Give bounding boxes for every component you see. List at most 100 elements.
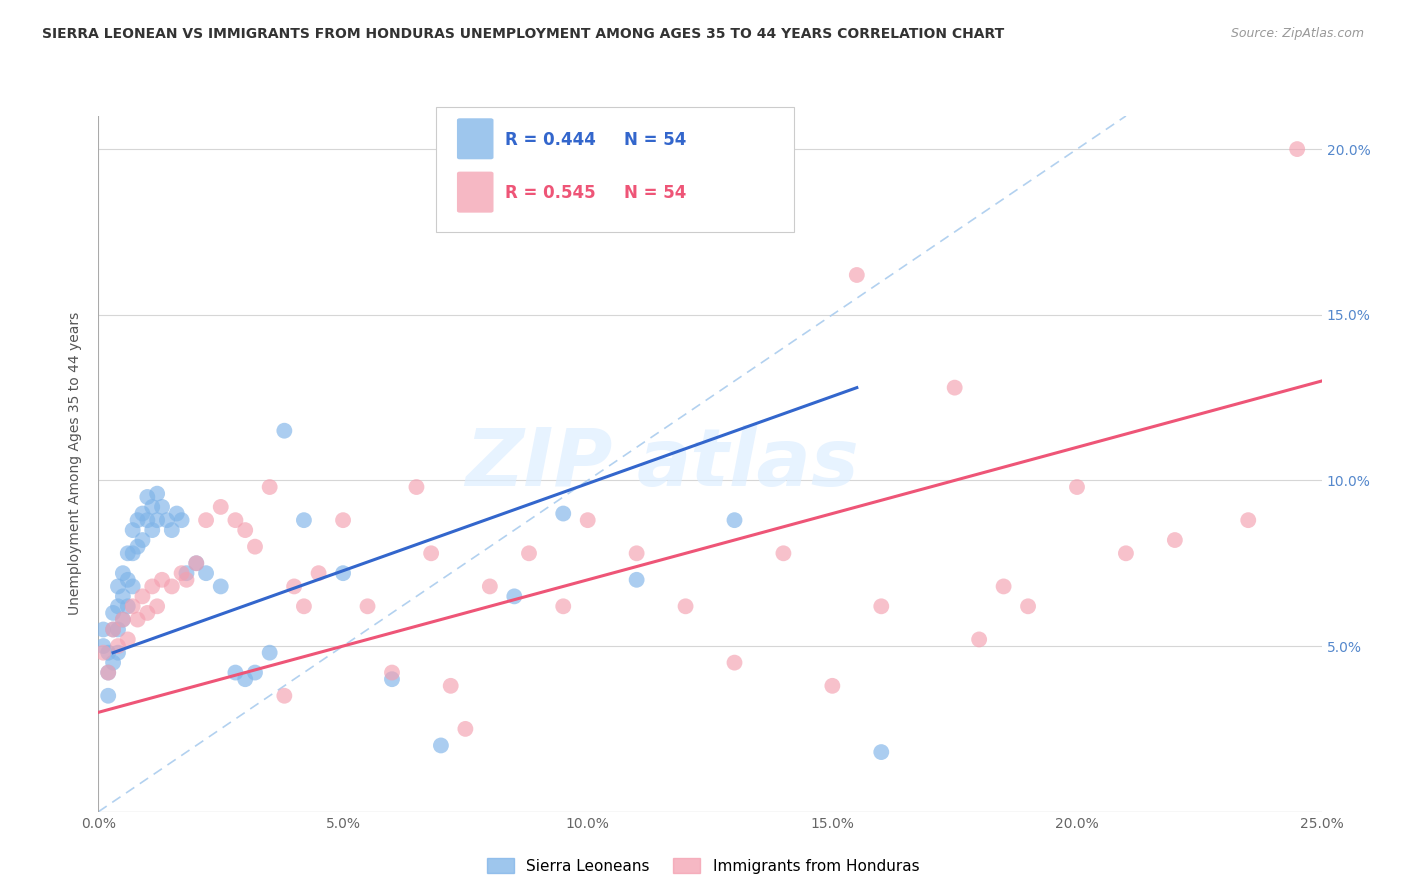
Point	[503, 590, 526, 604]
Point	[209, 579, 232, 593]
Point	[97, 646, 120, 660]
Point	[381, 672, 404, 686]
Point	[97, 689, 120, 703]
Point	[233, 672, 256, 686]
Text: N = 54: N = 54	[624, 131, 686, 149]
Point	[209, 500, 232, 514]
Point	[243, 540, 266, 554]
Point	[259, 480, 281, 494]
Point	[150, 500, 173, 514]
Point	[292, 513, 315, 527]
Point	[127, 540, 149, 554]
Text: atlas: atlas	[637, 425, 859, 503]
Point	[101, 623, 124, 637]
Point	[111, 590, 134, 604]
Point	[224, 513, 246, 527]
Point	[273, 689, 295, 703]
Point	[136, 606, 159, 620]
Point	[821, 679, 844, 693]
Point	[233, 523, 256, 537]
Y-axis label: Unemployment Among Ages 35 to 44 years: Unemployment Among Ages 35 to 44 years	[69, 312, 83, 615]
Point	[186, 556, 208, 570]
Point	[150, 573, 173, 587]
Point	[273, 424, 295, 438]
Point	[101, 606, 124, 620]
Point	[117, 632, 139, 647]
Point	[626, 546, 648, 560]
Point	[1115, 546, 1137, 560]
Point	[576, 513, 599, 527]
Point	[1066, 480, 1088, 494]
Point	[111, 613, 134, 627]
Point	[186, 556, 208, 570]
Point	[107, 599, 129, 614]
Point	[553, 599, 575, 614]
Point	[121, 579, 143, 593]
Text: N = 54: N = 54	[624, 184, 686, 202]
Point	[91, 646, 114, 660]
Point	[141, 500, 163, 514]
Text: SIERRA LEONEAN VS IMMIGRANTS FROM HONDURAS UNEMPLOYMENT AMONG AGES 35 TO 44 YEAR: SIERRA LEONEAN VS IMMIGRANTS FROM HONDUR…	[42, 27, 1004, 41]
Point	[131, 590, 153, 604]
Point	[1237, 513, 1260, 527]
Point	[405, 480, 427, 494]
Point	[101, 623, 124, 637]
Point	[845, 268, 868, 282]
Text: ZIP: ZIP	[465, 425, 612, 503]
Point	[420, 546, 443, 560]
Point	[283, 579, 305, 593]
Point	[332, 566, 354, 581]
Point	[626, 573, 648, 587]
Text: R = 0.545: R = 0.545	[505, 184, 595, 202]
Point	[772, 546, 794, 560]
Point	[111, 613, 134, 627]
Point	[121, 546, 143, 560]
Point	[136, 490, 159, 504]
Point	[101, 656, 124, 670]
Point	[107, 639, 129, 653]
Point	[176, 566, 198, 581]
Point	[131, 533, 153, 547]
Point	[121, 599, 143, 614]
Point	[141, 579, 163, 593]
Point	[517, 546, 540, 560]
Point	[967, 632, 990, 647]
Point	[127, 513, 149, 527]
Point	[97, 665, 120, 680]
Point	[166, 507, 188, 521]
Point	[107, 623, 129, 637]
Legend: Sierra Leoneans, Immigrants from Honduras: Sierra Leoneans, Immigrants from Hondura…	[481, 852, 925, 880]
Point	[160, 523, 183, 537]
Point	[723, 513, 745, 527]
Point	[675, 599, 697, 614]
Point	[381, 665, 404, 680]
Point	[146, 599, 169, 614]
Point	[117, 599, 139, 614]
Point	[146, 513, 169, 527]
Point	[243, 665, 266, 680]
Point	[111, 566, 134, 581]
Point	[107, 646, 129, 660]
Point	[259, 646, 281, 660]
Point	[117, 573, 139, 587]
Point	[160, 579, 183, 593]
Point	[195, 566, 218, 581]
Point	[176, 573, 198, 587]
Point	[454, 722, 477, 736]
Point	[195, 513, 218, 527]
Point	[91, 639, 114, 653]
Point	[723, 656, 745, 670]
Point	[170, 566, 193, 581]
Point	[107, 579, 129, 593]
Text: R = 0.444: R = 0.444	[505, 131, 596, 149]
Point	[356, 599, 378, 614]
Point	[170, 513, 193, 527]
Point	[117, 546, 139, 560]
Point	[1286, 142, 1309, 156]
Point	[870, 599, 893, 614]
Point	[1017, 599, 1039, 614]
Point	[97, 665, 120, 680]
Point	[943, 381, 966, 395]
Point	[131, 507, 153, 521]
Point	[478, 579, 501, 593]
